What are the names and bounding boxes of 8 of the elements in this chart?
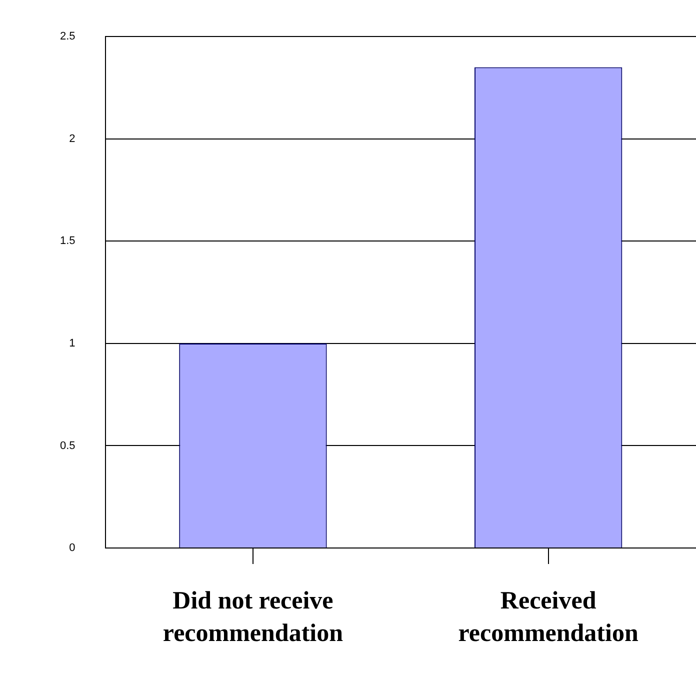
y-tick-label: 1.5: [60, 235, 76, 248]
y-tick-label: 2.5: [60, 30, 76, 43]
y-tick-label: 2: [69, 132, 76, 145]
x-tick-label: Received recommendation: [458, 588, 638, 648]
y-tick-label: 0: [69, 542, 76, 554]
y-tick-label: 0.5: [60, 440, 76, 452]
y-tick-label: 1: [69, 337, 76, 350]
x-tick-label: Did not receive recommendation: [162, 588, 344, 648]
